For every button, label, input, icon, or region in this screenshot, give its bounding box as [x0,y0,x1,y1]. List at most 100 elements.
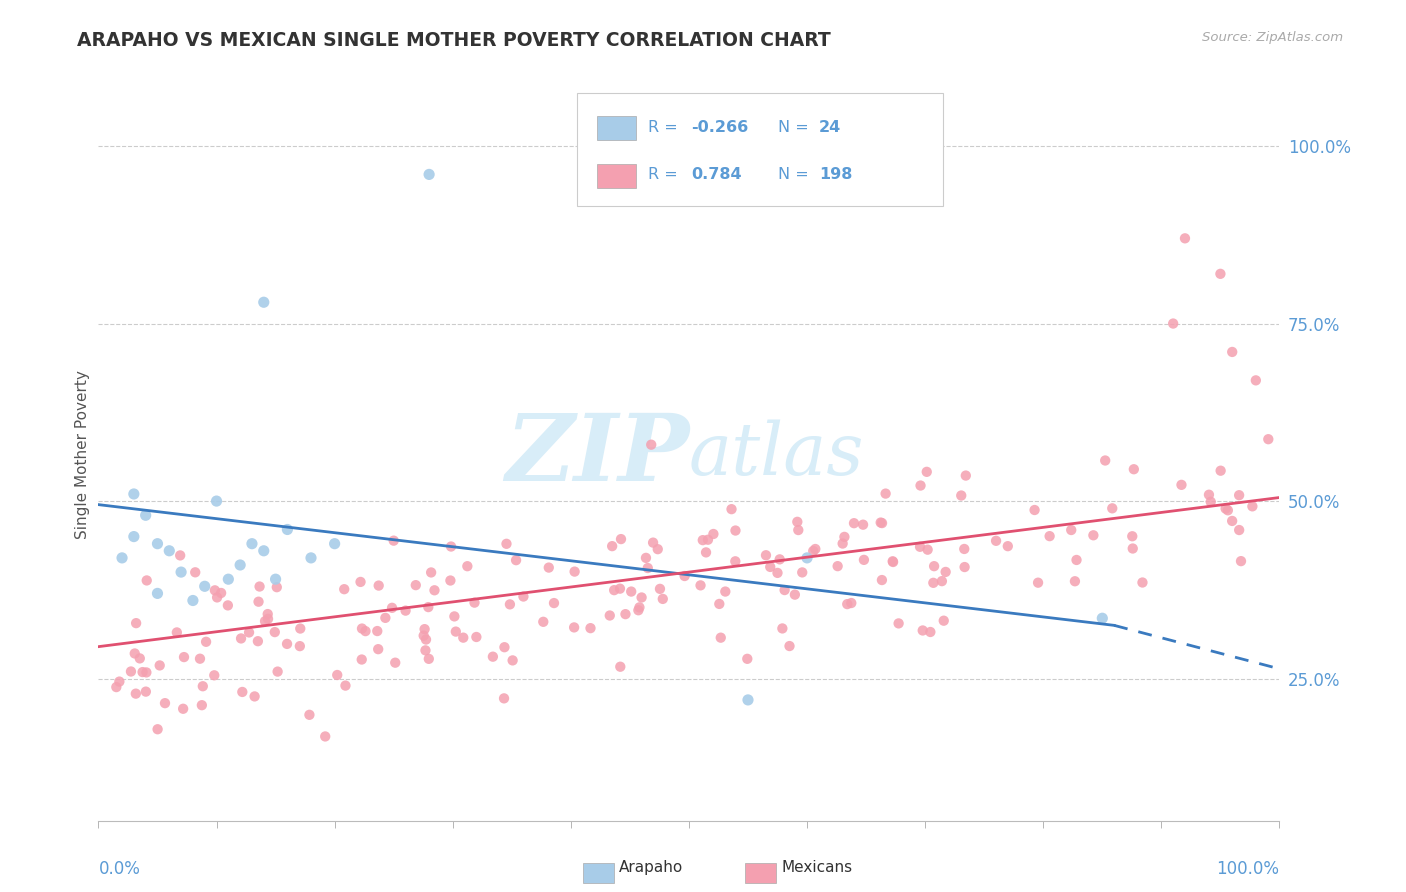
Point [673,569,696,583]
Text: Mexicans: Mexicans [782,860,853,874]
Point [350,622,373,636]
Text: 0.784: 0.784 [692,168,742,182]
Point [651,591,673,606]
Point [249,580,271,594]
Point [610,532,633,546]
Point [1132,575,1154,590]
Point [505,553,527,567]
Point [256,607,278,621]
Point [935,565,957,579]
Point [630,591,652,605]
Point [837,597,859,611]
Point [247,595,270,609]
Point [910,478,932,492]
Point [125,616,148,631]
Point [950,489,973,503]
Point [194,579,217,593]
Point [381,600,404,615]
Point [640,438,662,452]
Point [170,565,193,579]
Point [128,651,150,665]
Point [326,668,349,682]
Text: R =: R = [648,120,682,135]
Point [231,685,253,699]
Point [264,572,287,586]
Point [1216,503,1239,517]
Point [953,560,976,574]
Point [146,723,169,737]
Text: N =: N = [778,168,814,182]
Point [229,632,252,646]
Point [720,502,742,516]
Point [647,542,669,557]
Point [724,554,747,568]
Point [266,665,288,679]
Point [495,537,517,551]
Point [1094,453,1116,467]
Point [1064,574,1087,589]
Point [1066,553,1088,567]
Text: Arapaho: Arapaho [619,860,683,874]
Point [451,631,474,645]
Point [783,588,806,602]
Point [181,593,204,607]
Point [122,530,145,544]
Text: atlas: atlas [689,419,865,491]
Point [229,558,252,572]
Point [1244,373,1267,387]
Point [787,523,810,537]
Point [689,578,711,592]
Point [195,635,218,649]
Point [444,624,467,639]
Point [266,580,288,594]
Point [1083,528,1105,542]
Text: -0.266: -0.266 [692,120,748,135]
Point [482,649,505,664]
Point [418,652,440,666]
Point [418,600,440,615]
Point [620,584,643,599]
Point [135,684,157,698]
Point [492,691,515,706]
Point [494,640,516,655]
Point [413,622,436,636]
Point [394,604,416,618]
Point [1060,523,1083,537]
Point [643,535,665,549]
Point [246,634,269,648]
Point [911,624,934,638]
Point [827,559,849,574]
Point [443,609,465,624]
Point [792,566,814,580]
Point [108,674,131,689]
Point [801,544,824,558]
Point [796,550,818,565]
Point [217,572,239,586]
Point [276,523,298,537]
Point [111,550,134,565]
Text: ARAPAHO VS MEXICAN SINGLE MOTHER POVERTY CORRELATION CHART: ARAPAHO VS MEXICAN SINGLE MOTHER POVERTY… [77,31,831,50]
Point [290,622,312,636]
Text: 0.0%: 0.0% [98,860,141,878]
Point [531,615,554,629]
Point [202,668,225,682]
Point [323,537,346,551]
Point [205,591,228,605]
Y-axis label: Single Mother Poverty: Single Mother Poverty [75,370,90,540]
Point [253,543,276,558]
Point [609,659,631,673]
Point [922,559,945,574]
Point [146,537,169,551]
Point [166,625,188,640]
Point [953,541,976,556]
Point [1026,575,1049,590]
Point [1122,462,1144,476]
Point [1209,464,1232,478]
Point [842,516,865,531]
Text: 24: 24 [818,120,841,135]
Point [135,665,157,680]
Point [350,652,373,666]
Point [314,730,336,744]
Point [692,533,714,548]
Point [579,621,602,635]
